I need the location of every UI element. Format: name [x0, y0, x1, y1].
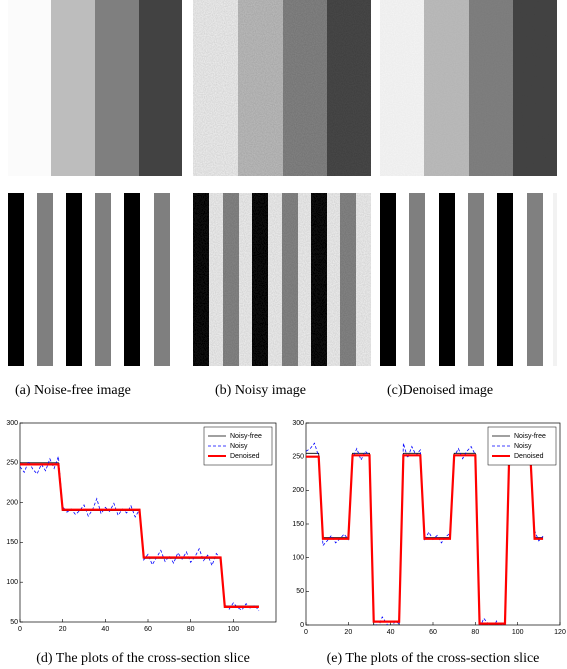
panel-caption: (c)Denoised image	[387, 383, 493, 398]
x-tick-label: 80	[471, 629, 479, 636]
legend-label: Denoised	[514, 453, 544, 460]
y-tick-label: 50	[296, 588, 304, 595]
chart-caption: (d) The plots of the cross-section slice	[36, 651, 250, 666]
x-tick-label: 120	[554, 629, 566, 636]
x-tick-label: 60	[144, 626, 152, 633]
image-b-bottom	[193, 193, 371, 366]
x-tick-label: 60	[429, 629, 437, 636]
y-tick-label: 0	[300, 622, 304, 629]
x-tick-label: 80	[187, 626, 195, 633]
x-tick-label: 0	[304, 629, 308, 636]
x-tick-label: 100	[227, 626, 239, 633]
legend-label: Noisy-free	[514, 433, 546, 440]
image-c-bottom	[380, 193, 557, 366]
chart-caption: (e) The plots of the cross-section slice	[327, 651, 540, 666]
y-tick-label: 250	[292, 454, 304, 461]
x-tick-label: 20	[344, 629, 352, 636]
image-a-top	[8, 0, 182, 176]
y-tick-label: 200	[6, 499, 18, 506]
legend-label: Denoised	[230, 453, 260, 460]
x-tick-label: 20	[59, 626, 67, 633]
y-tick-label: 200	[292, 487, 304, 494]
series-line	[306, 442, 544, 625]
y-tick-label: 50	[10, 619, 18, 626]
x-tick-label: 40	[387, 629, 395, 636]
y-tick-label: 150	[292, 521, 304, 528]
x-tick-label: 40	[101, 626, 109, 633]
series-line	[306, 454, 544, 625]
image-c-top	[380, 0, 557, 176]
image-a-bottom	[8, 193, 170, 366]
panel-caption: (a) Noise-free image	[15, 383, 131, 398]
legend-label: Noisy	[514, 443, 532, 450]
x-tick-label: 0	[18, 626, 22, 633]
legend-label: Noisy-free	[230, 433, 262, 440]
panel-caption: (b) Noisy image	[215, 383, 306, 398]
x-tick-label: 100	[512, 629, 524, 636]
y-tick-label: 150	[6, 539, 18, 546]
series-line	[20, 463, 259, 608]
y-tick-label: 300	[292, 420, 304, 427]
y-tick-label: 300	[6, 420, 18, 427]
legend-label: Noisy	[230, 443, 248, 450]
image-b-top	[193, 0, 371, 176]
y-tick-label: 250	[6, 460, 18, 467]
y-tick-label: 100	[6, 579, 18, 586]
y-tick-label: 100	[292, 555, 304, 562]
